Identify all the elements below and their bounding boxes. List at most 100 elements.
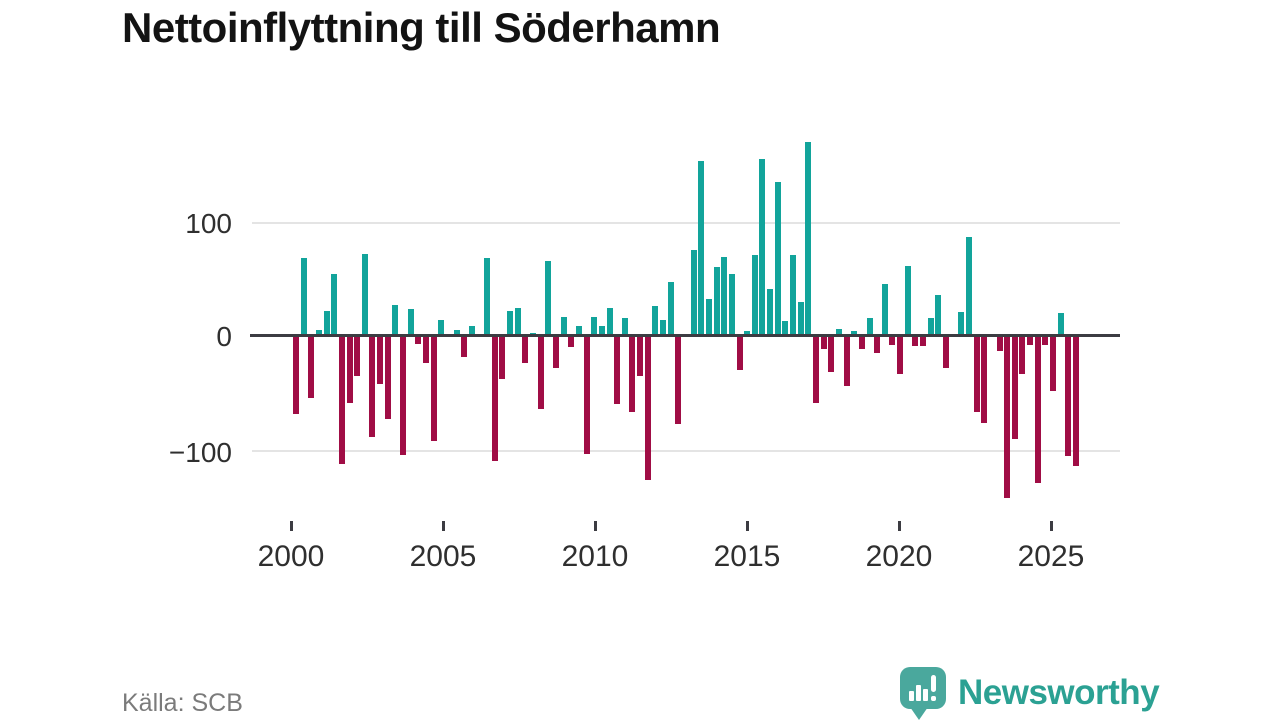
bar-2013-Q2 [698,161,705,336]
bar-2016-Q2 [790,255,797,336]
bar-2025-Q1 [1057,313,1064,336]
x-axis-tick-2020 [898,521,901,531]
bar-2014-Q3 [736,337,743,370]
bar-2019-Q1 [874,337,881,353]
bar-2011-Q3 [644,337,651,480]
bar-2003-Q3 [400,337,407,456]
bar-2015-Q1 [751,255,758,336]
bar-2010-Q3 [614,337,621,404]
bar-2023-Q1 [996,337,1003,351]
logo-chart-bar-icon [923,689,928,701]
brand-name: Newsworthy [958,673,1160,712]
bar-2023-Q2 [1004,337,1011,499]
bar-2016-Q3 [797,301,804,336]
bar-2010-Q1 [598,325,605,336]
bar-2003-Q1 [384,337,391,419]
bar-2006-Q4 [499,337,506,379]
bar-2011-Q4 [652,306,659,336]
chart-title: Nettoinflyttning till Söderhamn [122,4,721,51]
x-axis-tick-label-2000: 2000 [257,540,325,573]
bar-2009-Q4 [591,316,598,336]
bar-2006-Q2 [484,257,491,336]
bar-2000-Q1 [293,337,299,415]
bar-2024-Q3 [1042,337,1049,345]
bar-2011-Q2 [637,337,644,376]
bar-2017-Q4 [835,329,842,336]
bar-2009-Q3 [583,337,590,454]
bar-2000-Q4 [315,330,322,336]
bar-2022-Q2 [973,337,980,412]
bar-2005-Q4 [468,325,475,336]
bar-2013-Q1 [690,249,697,336]
x-axis-tick-2025 [1050,521,1053,531]
bar-2008-Q1 [537,337,544,409]
bar-2025-Q3 [1072,337,1079,467]
bar-2022-Q3 [981,337,988,424]
bar-2021-Q2 [942,337,949,368]
x-axis-tick-label-2015: 2015 [713,540,781,573]
bar-2017-Q2 [820,337,827,350]
bar-2002-Q3 [369,337,376,437]
logo-exclamation-dot-icon [931,696,936,701]
bar-2013-Q4 [713,266,720,336]
y-axis-tick-label-0: 0 [216,321,232,352]
x-axis-tick-2005 [442,521,445,531]
bar-2001-Q3 [338,337,345,465]
bar-2018-Q3 [858,337,865,350]
bar-2001-Q1 [323,311,330,336]
x-axis-tick-2000 [290,521,293,531]
bar-2025-Q2 [1065,337,1072,457]
bar-2023-Q3 [1011,337,1018,440]
bar-2007-Q3 [522,337,529,364]
bar-2014-Q4 [744,331,751,336]
bar-2002-Q1 [354,337,361,376]
bar-2008-Q2 [545,261,552,336]
gridline-minus-100 [252,450,1120,452]
x-axis-tick-2010 [594,521,597,531]
bar-2012-Q2 [667,281,674,336]
bar-2001-Q2 [331,273,338,336]
newsworthy-brand: Newsworthy [898,665,1168,720]
logo-exclamation-icon [931,675,936,692]
bar-2019-Q2 [881,283,888,336]
bar-2016-Q4 [805,141,812,336]
x-axis-tick-2015 [746,521,749,531]
bar-2018-Q4 [866,317,873,336]
bar-2002-Q2 [361,254,368,336]
bar-2009-Q1 [568,337,575,348]
bar-2024-Q4 [1050,337,1057,392]
bar-2010-Q4 [621,317,628,336]
logo-chart-bar-icon [909,691,914,701]
bar-2014-Q1 [721,256,728,336]
bar-2015-Q2 [759,158,766,336]
bar-2005-Q3 [461,337,468,358]
bar-2002-Q4 [377,337,384,384]
x-axis-tick-label-2025: 2025 [1017,540,1085,573]
bar-2014-Q2 [728,273,735,336]
bar-2015-Q4 [774,181,781,336]
bar-2005-Q2 [453,330,460,336]
bar-2010-Q2 [606,307,613,336]
gridline-plus-100 [252,222,1120,224]
bar-2006-Q3 [491,337,498,461]
y-axis-tick-label-neg100: −100 [168,437,232,468]
bar-2007-Q2 [514,307,521,336]
bar-2023-Q4 [1019,337,1026,375]
bar-2000-Q2 [300,257,307,336]
bar-2008-Q4 [560,316,567,336]
bar-2001-Q4 [346,337,353,403]
bar-2020-Q1 [904,265,911,336]
bar-2018-Q2 [851,331,858,336]
bar-2012-Q1 [660,320,667,336]
bar-2021-Q1 [935,295,942,336]
bar-2020-Q4 [927,317,934,336]
bar-2007-Q1 [507,311,514,336]
logo-chart-bar-icon [916,685,921,701]
logo-speech-bubble [900,667,946,709]
x-axis-tick-label-2020: 2020 [865,540,933,573]
bar-2015-Q3 [767,289,774,336]
bar-2020-Q2 [912,337,919,347]
